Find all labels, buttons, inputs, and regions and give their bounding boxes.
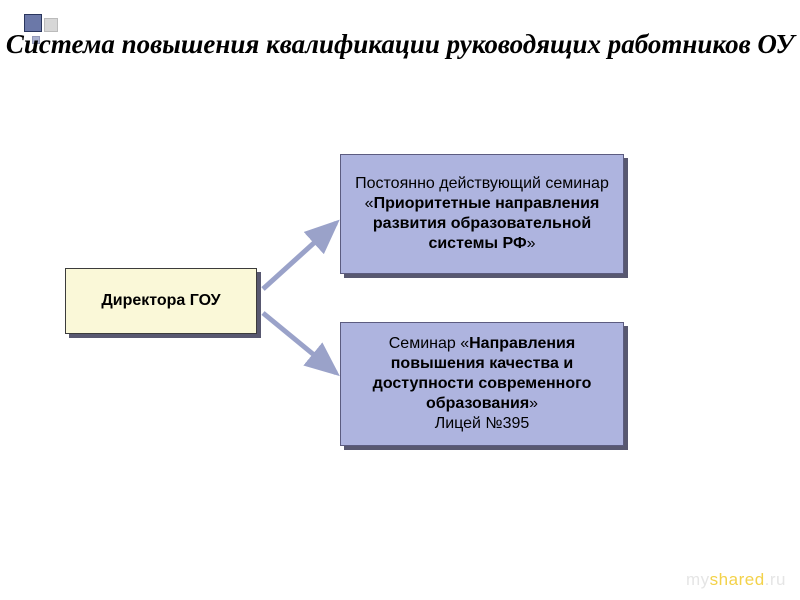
source-box-label: Директора ГОУ bbox=[76, 291, 246, 311]
target-bottom-text: Семинар «Направления повышения качества … bbox=[351, 334, 613, 414]
target-box-bottom: Семинар «Направления повышения качества … bbox=[340, 322, 624, 446]
target-top-text: Постоянно действующий семинар «Приоритет… bbox=[351, 174, 613, 254]
arrow-to-bottom bbox=[263, 313, 336, 373]
source-box: Директора ГОУ bbox=[65, 268, 257, 334]
watermark: myshared.ru bbox=[686, 570, 786, 590]
target-bottom-line2: Лицей №395 bbox=[351, 414, 613, 434]
target-box-top: Постоянно действующий семинар «Приоритет… bbox=[340, 154, 624, 274]
slide-title: Система повышения квалификации руководящ… bbox=[0, 28, 800, 60]
arrow-to-top bbox=[263, 223, 336, 289]
